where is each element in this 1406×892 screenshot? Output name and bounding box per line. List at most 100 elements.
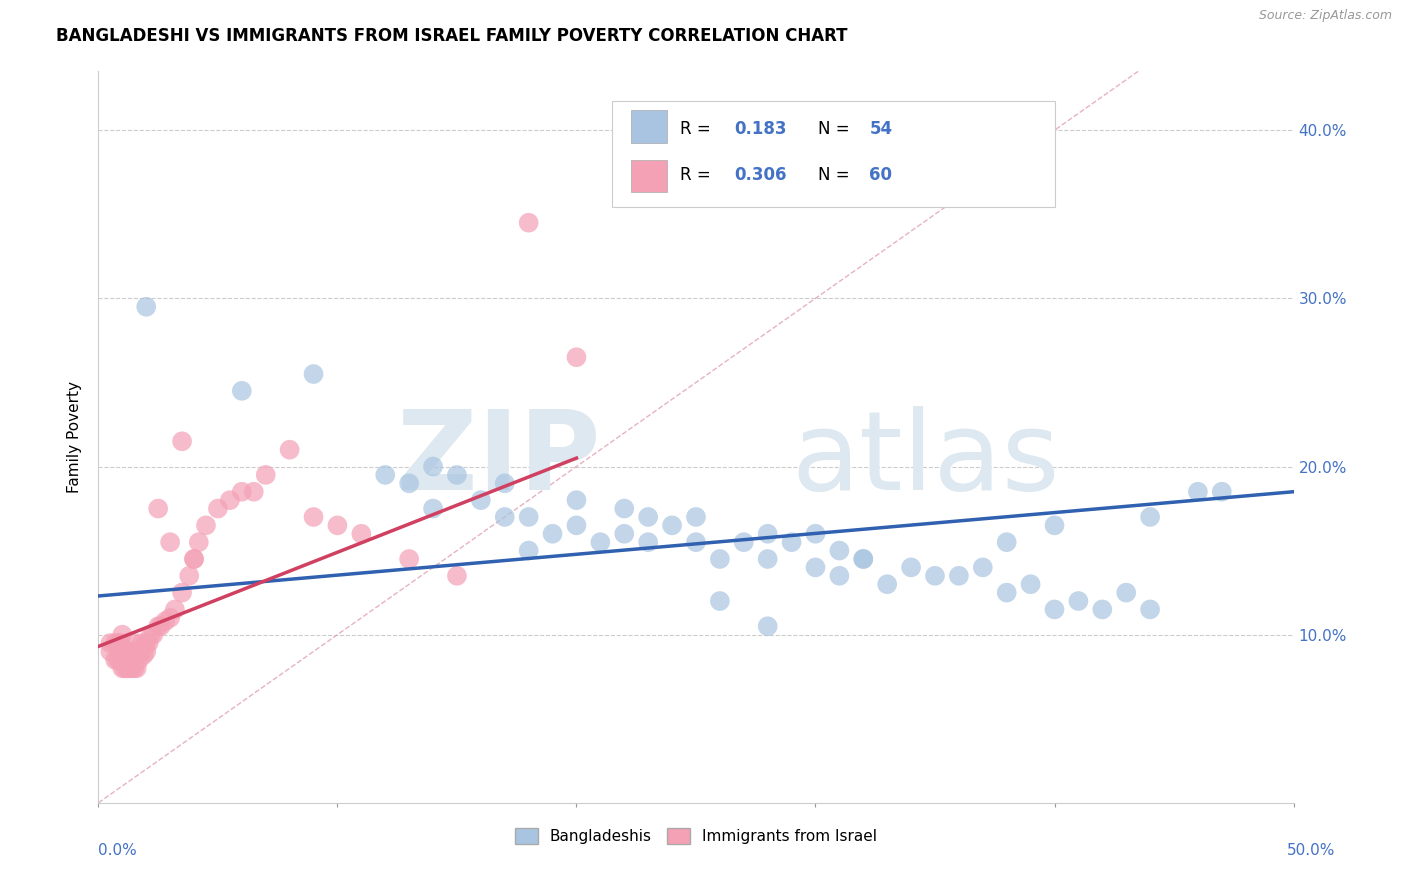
Point xyxy=(565,350,588,364)
FancyBboxPatch shape xyxy=(631,160,668,192)
Point xyxy=(828,543,851,558)
Text: 50.0%: 50.0% xyxy=(1288,843,1336,858)
Point xyxy=(98,636,122,650)
Point xyxy=(111,661,134,675)
Point xyxy=(446,467,468,482)
Point xyxy=(541,526,564,541)
Point xyxy=(115,661,138,675)
Point xyxy=(302,367,325,381)
Point xyxy=(326,518,349,533)
Point xyxy=(231,384,253,398)
Point xyxy=(148,619,170,633)
Point xyxy=(135,300,157,314)
Point xyxy=(104,636,127,650)
Point xyxy=(685,535,707,549)
Point xyxy=(1067,594,1090,608)
Point xyxy=(709,594,731,608)
Text: N =: N = xyxy=(818,167,855,185)
Point xyxy=(148,501,170,516)
Point xyxy=(118,644,141,658)
Point xyxy=(517,510,540,524)
Point xyxy=(804,560,827,574)
Text: 0.183: 0.183 xyxy=(734,120,787,138)
Point xyxy=(231,484,253,499)
Point xyxy=(756,526,779,541)
Point xyxy=(138,636,160,650)
Point xyxy=(756,619,779,633)
Point xyxy=(804,526,827,541)
Point xyxy=(302,510,325,524)
Point xyxy=(637,535,659,549)
Point xyxy=(972,560,994,574)
Point xyxy=(398,476,420,491)
Point xyxy=(948,569,970,583)
Point xyxy=(107,636,129,650)
Point xyxy=(111,644,134,658)
Point xyxy=(446,569,468,583)
Point xyxy=(637,510,659,524)
Point xyxy=(159,611,181,625)
Point xyxy=(142,627,165,641)
Point xyxy=(128,653,150,667)
Point xyxy=(131,644,153,658)
FancyBboxPatch shape xyxy=(631,111,668,143)
Point xyxy=(124,661,146,675)
Text: ZIP: ZIP xyxy=(396,406,600,513)
Point xyxy=(108,653,131,667)
Point xyxy=(135,636,157,650)
Point xyxy=(1139,602,1161,616)
Point xyxy=(995,535,1018,549)
Point xyxy=(187,535,209,549)
Text: 0.306: 0.306 xyxy=(734,167,787,185)
Point xyxy=(517,216,540,230)
Point xyxy=(733,535,755,549)
Point xyxy=(179,569,201,583)
Text: R =: R = xyxy=(681,120,717,138)
Point xyxy=(470,493,492,508)
Point xyxy=(155,614,177,628)
Point xyxy=(163,602,186,616)
Point xyxy=(350,526,373,541)
Y-axis label: Family Poverty: Family Poverty xyxy=(67,381,83,493)
Point xyxy=(756,552,779,566)
Point xyxy=(517,543,540,558)
Point xyxy=(243,484,266,499)
Point xyxy=(422,459,444,474)
Point xyxy=(195,518,218,533)
Point xyxy=(374,467,396,482)
Point xyxy=(107,653,129,667)
Point xyxy=(565,518,588,533)
Point xyxy=(852,552,875,566)
Point xyxy=(172,434,194,449)
Point xyxy=(924,569,946,583)
Point xyxy=(104,653,127,667)
Point xyxy=(172,585,194,599)
Point xyxy=(278,442,301,457)
Point xyxy=(1187,484,1209,499)
Point xyxy=(1043,518,1066,533)
Text: atlas: atlas xyxy=(792,406,1060,513)
Point xyxy=(183,552,205,566)
Point xyxy=(828,569,851,583)
Point xyxy=(876,577,898,591)
FancyBboxPatch shape xyxy=(613,101,1054,207)
Point xyxy=(125,644,148,658)
Point xyxy=(398,552,420,566)
Point xyxy=(565,493,588,508)
Point xyxy=(108,636,131,650)
Point xyxy=(125,661,148,675)
Point xyxy=(159,535,181,549)
Point xyxy=(1019,577,1042,591)
Legend: Bangladeshis, Immigrants from Israel: Bangladeshis, Immigrants from Israel xyxy=(509,822,883,850)
Text: N =: N = xyxy=(818,120,855,138)
Point xyxy=(183,552,205,566)
Point xyxy=(118,661,141,675)
Point xyxy=(780,535,803,549)
Point xyxy=(121,644,143,658)
Point xyxy=(1043,602,1066,616)
Point xyxy=(613,526,636,541)
Point xyxy=(1139,510,1161,524)
Point xyxy=(219,493,242,508)
Text: R =: R = xyxy=(681,167,717,185)
Point xyxy=(139,627,162,641)
